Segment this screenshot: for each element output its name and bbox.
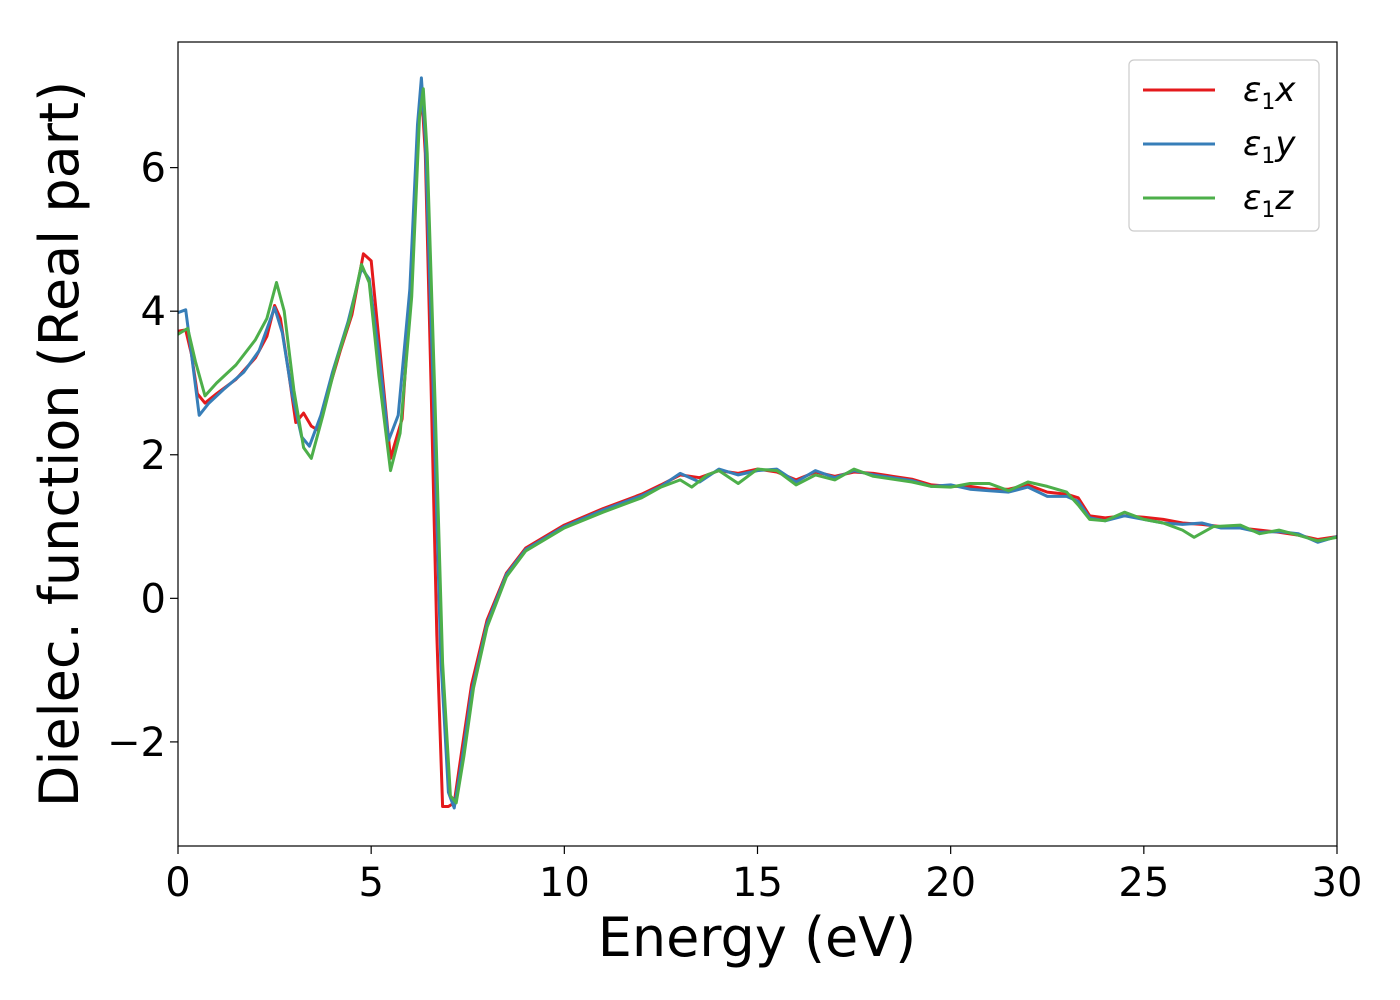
plot-area — [178, 76, 1337, 810]
series-line-z — [178, 87, 1337, 805]
x-axis-title: Energy (eV) — [598, 906, 917, 969]
x-tick-label: 25 — [1118, 860, 1169, 906]
y-tick-label: −2 — [107, 720, 166, 766]
x-tick-label: 20 — [925, 860, 976, 906]
legend-box — [1128, 59, 1320, 232]
x-tick-label: 0 — [165, 860, 190, 906]
y-axis-title: Dielec. function (Real part) — [28, 81, 91, 807]
x-tick-label: 10 — [539, 860, 590, 906]
x-axis-ticks: 0 5 10 15 20 25 30 — [165, 846, 1362, 906]
legend-label-x: ε1x — [1243, 70, 1296, 115]
y-tick-label: 0 — [141, 576, 166, 622]
y-tick-label: 2 — [141, 433, 166, 479]
y-tick-label: 4 — [141, 289, 166, 335]
y-axis-ticks: −2 0 2 4 6 — [107, 146, 178, 766]
x-tick-label: 5 — [358, 860, 383, 906]
y-tick-label: 6 — [141, 146, 166, 192]
legend: ε1x ε1y ε1z — [1128, 59, 1320, 232]
x-tick-label: 15 — [732, 860, 783, 906]
x-tick-label: 30 — [1312, 860, 1363, 906]
legend-label-y: ε1y — [1243, 124, 1296, 169]
legend-label-z: ε1z — [1243, 178, 1294, 223]
